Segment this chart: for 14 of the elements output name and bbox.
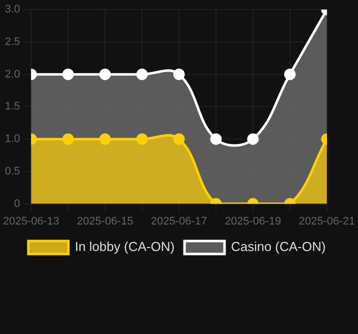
x-tick-label: 2025-06-21 [298, 215, 356, 228]
y-tick-label: 2.0 [4, 68, 20, 80]
y-tick-label: 1.0 [4, 133, 20, 146]
x-tick-label: 2025-06-13 [2, 215, 60, 228]
y-tick-label: 1.5 [4, 100, 20, 113]
y-tick-label: 0 [14, 198, 20, 210]
x-tick-label: 2025-06-17 [150, 215, 208, 228]
x-tick-label: 2025-06-19 [224, 215, 282, 228]
y-tick-label: 0.5 [4, 165, 20, 178]
legend-label: In lobby (CA-ON) [74, 239, 175, 254]
y-tick-label: 2.5 [4, 36, 20, 48]
x-tick-label: 2025-06-15 [76, 215, 134, 228]
legend-label: Casino (CA-ON) [231, 239, 326, 254]
y-tick-label: 3.0 [4, 4, 20, 16]
